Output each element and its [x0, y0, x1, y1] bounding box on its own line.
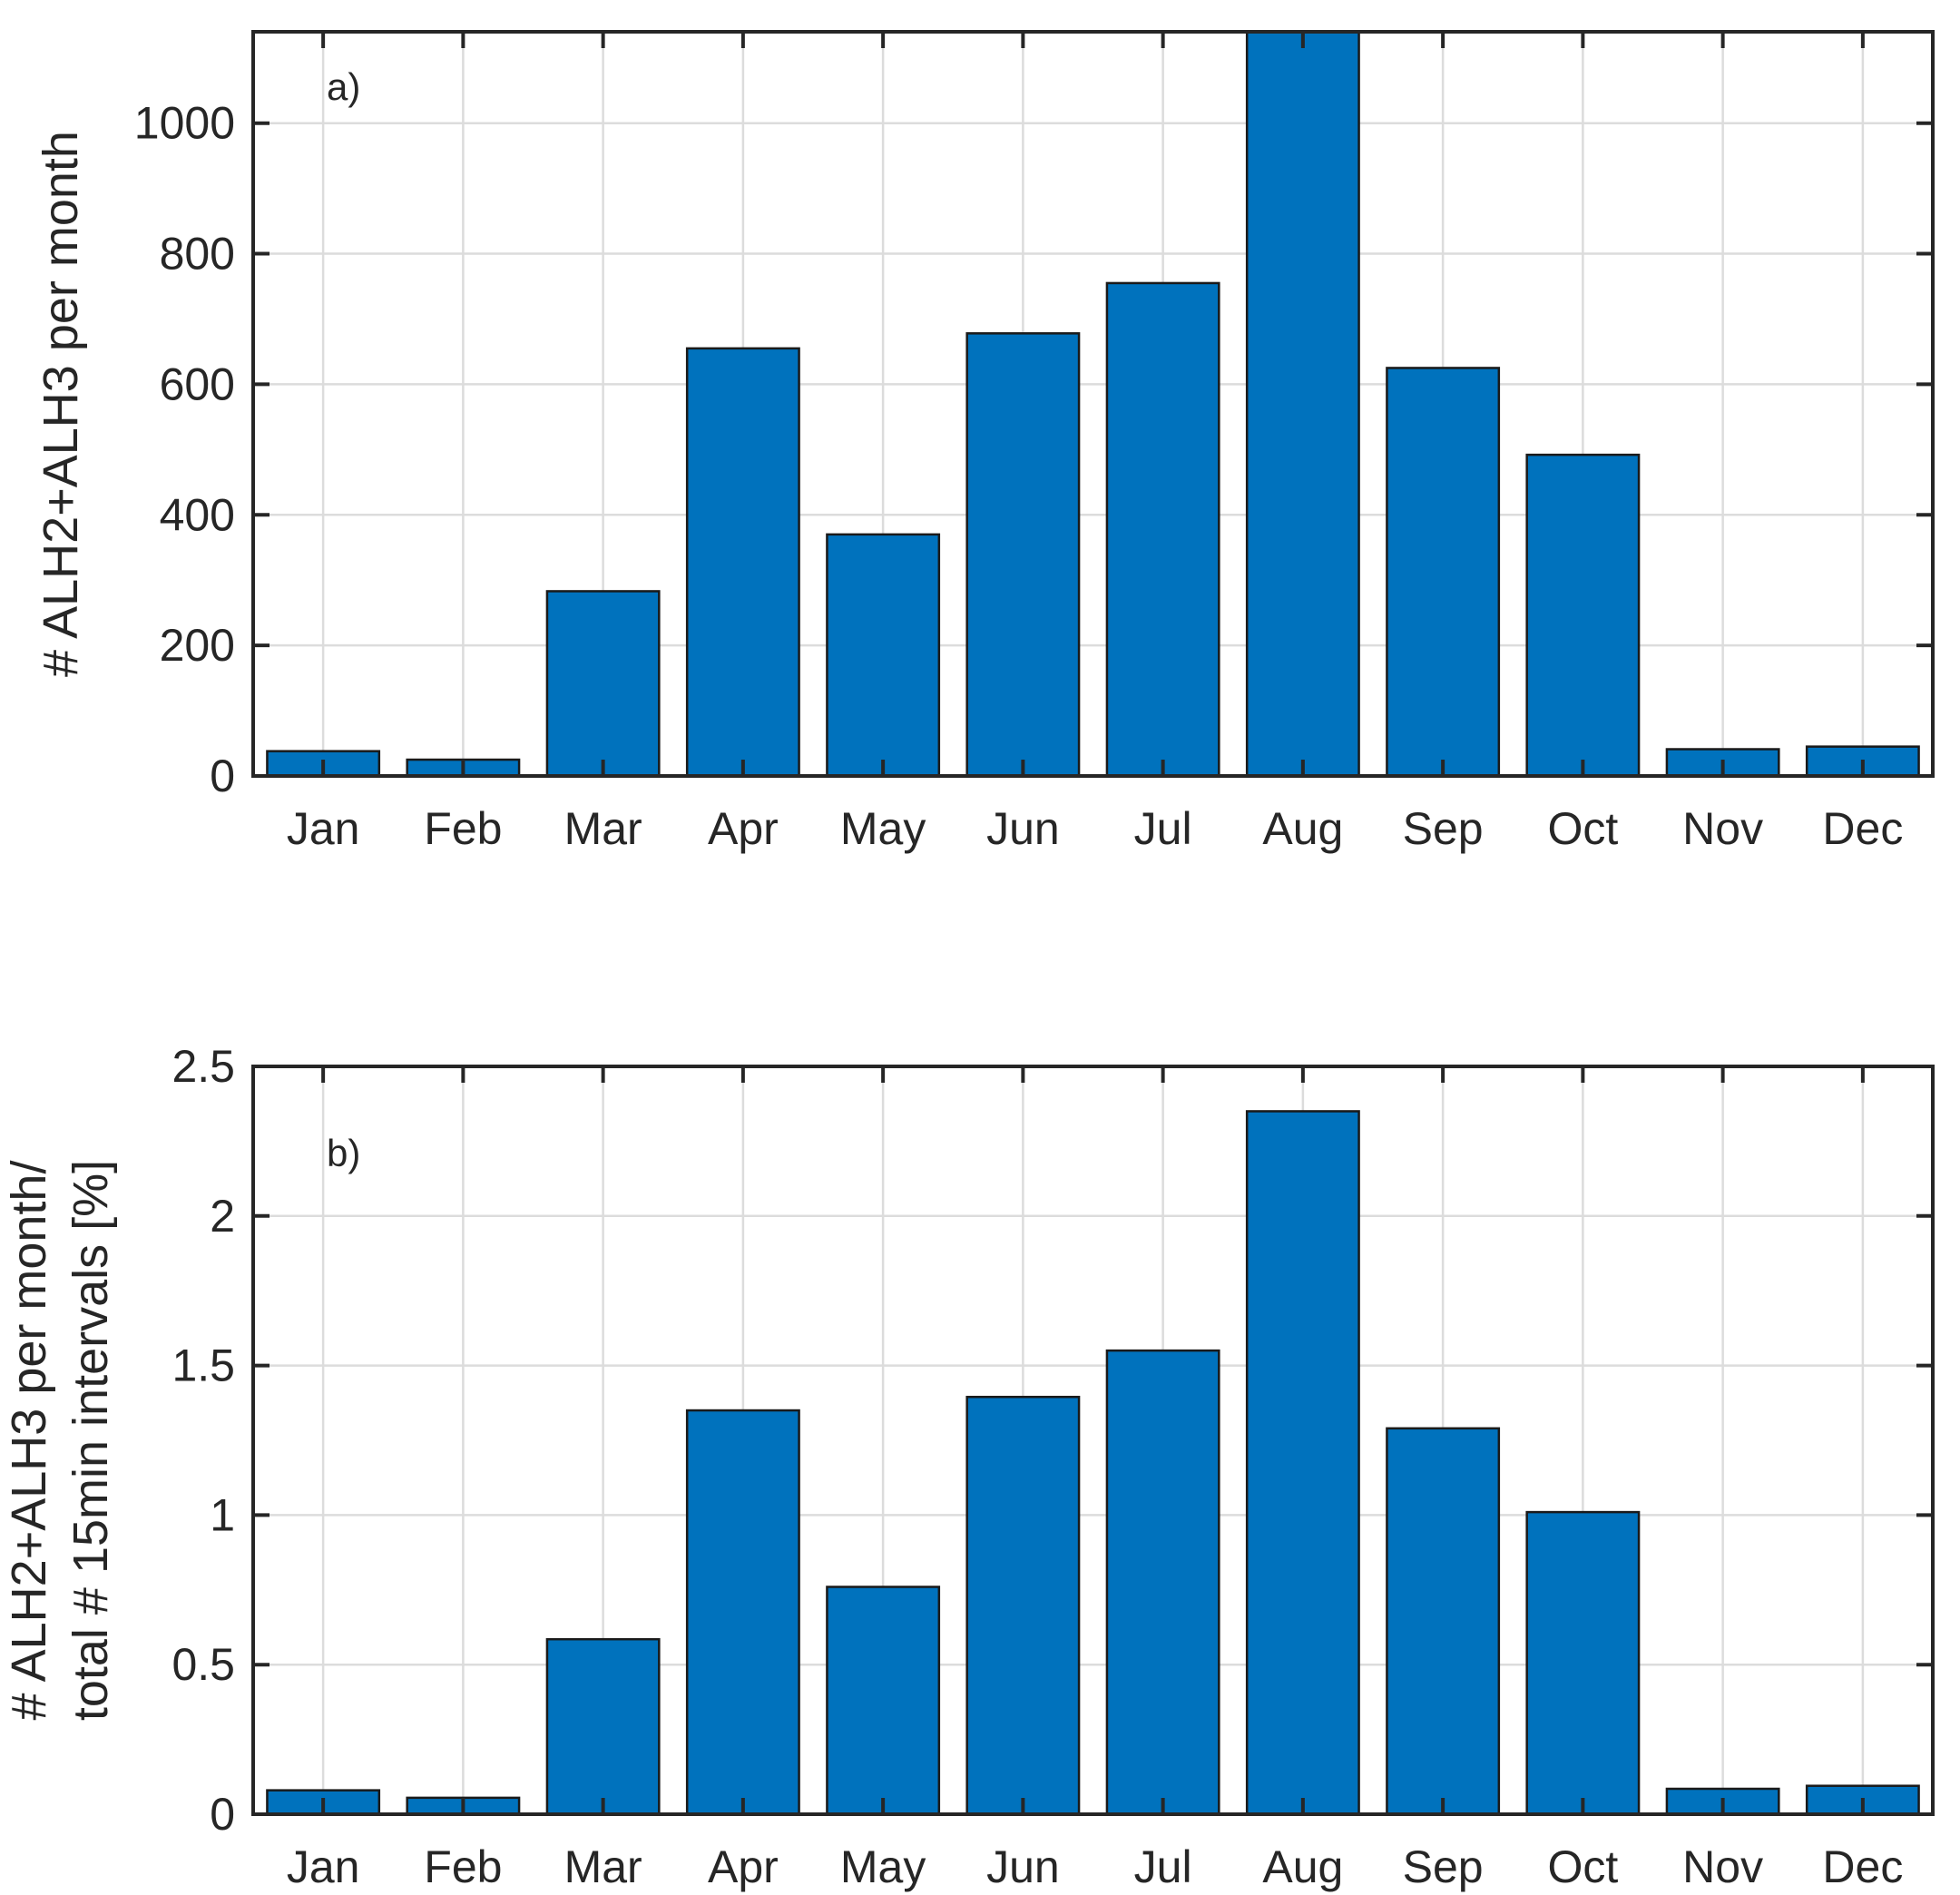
bar-sep — [1386, 367, 1501, 778]
y-tick-label: 0.5 — [172, 1639, 235, 1690]
bar-jul — [1105, 281, 1220, 778]
x-tick-label: Jun — [986, 803, 1060, 854]
chart-panel-b: 0 0.5 1 1.5 2 2.5 Jan Feb Mar Apr May Jun Jul Aug Sep O… — [2, 1041, 1935, 1892]
x-tick-label: Dec — [1822, 1841, 1903, 1892]
x-tick-label: Oct — [1547, 803, 1618, 854]
x-tick-label: Aug — [1262, 1841, 1343, 1892]
y-axis-label: total # 15min intervals [%] — [64, 1160, 118, 1721]
y-axis-label: # ALH2+ALH3 per month/ — [2, 1161, 56, 1721]
y-tick-label: 2.5 — [172, 1041, 235, 1092]
x-tick-label: Jan — [287, 803, 360, 854]
y-tick-label: 1.5 — [172, 1340, 235, 1391]
x-tick-label: Jun — [986, 1841, 1060, 1892]
bar-mar — [545, 590, 661, 778]
bar-sep — [1386, 1427, 1501, 1816]
y-tick-label: 2 — [210, 1191, 235, 1242]
x-tick-label: May — [840, 1841, 926, 1892]
x-tick-label: Nov — [1682, 803, 1763, 854]
bar-apr — [685, 1409, 800, 1816]
y-tick-label: 1000 — [134, 98, 235, 149]
x-tick-label: Apr — [708, 1841, 779, 1892]
bar-aug — [1245, 30, 1360, 778]
y-tick-label: 200 — [160, 620, 235, 671]
x-tick-label: Oct — [1547, 1841, 1618, 1892]
bar-may — [826, 1586, 941, 1816]
x-tick-label: Feb — [424, 1841, 502, 1892]
bar-apr — [685, 347, 800, 778]
y-tick-label: 1 — [210, 1489, 235, 1540]
y-tick-label: 0 — [210, 751, 235, 801]
bar-oct — [1525, 1510, 1641, 1816]
plot-area — [253, 32, 1933, 776]
bar-mar — [545, 1637, 661, 1816]
bar-aug — [1245, 1110, 1360, 1816]
bar-may — [826, 533, 941, 778]
chart-panel-a: 0 200 400 600 800 1000 Jan Feb Mar Apr May Jun Jul Au… — [34, 30, 1935, 854]
y-tick-label: 600 — [160, 358, 235, 409]
axes-frame — [251, 30, 1935, 778]
x-tick-label: Sep — [1403, 1841, 1484, 1892]
x-tick-label: Mar — [564, 803, 642, 854]
x-tick-label: May — [840, 803, 926, 854]
plot-area — [253, 1066, 1933, 1814]
y-tick-label: 400 — [160, 489, 235, 540]
bar-jun — [965, 1395, 1081, 1816]
x-tick-label: Jul — [1134, 803, 1192, 854]
x-tick-label: Apr — [708, 803, 779, 854]
axes-frame — [251, 1065, 1935, 1816]
x-tick-label: Dec — [1822, 803, 1903, 854]
y-tick-label: 800 — [160, 229, 235, 280]
x-tick-label: Nov — [1682, 1841, 1763, 1892]
x-tick-label: Aug — [1262, 803, 1343, 854]
x-tick-label: Jul — [1134, 1841, 1192, 1892]
x-tick-label: Mar — [564, 1841, 642, 1892]
x-tick-label: Jan — [287, 1841, 360, 1892]
panel-label: a) — [327, 65, 360, 108]
panel-label: b) — [327, 1132, 360, 1174]
x-tick-label: Feb — [424, 803, 502, 854]
bar-jul — [1105, 1349, 1220, 1816]
x-tick-label: Sep — [1403, 803, 1484, 854]
y-axis-label: # ALH2+ALH3 per month — [34, 131, 88, 677]
y-tick-label: 0 — [210, 1789, 235, 1840]
bar-oct — [1525, 453, 1641, 778]
bar-jun — [965, 332, 1081, 778]
